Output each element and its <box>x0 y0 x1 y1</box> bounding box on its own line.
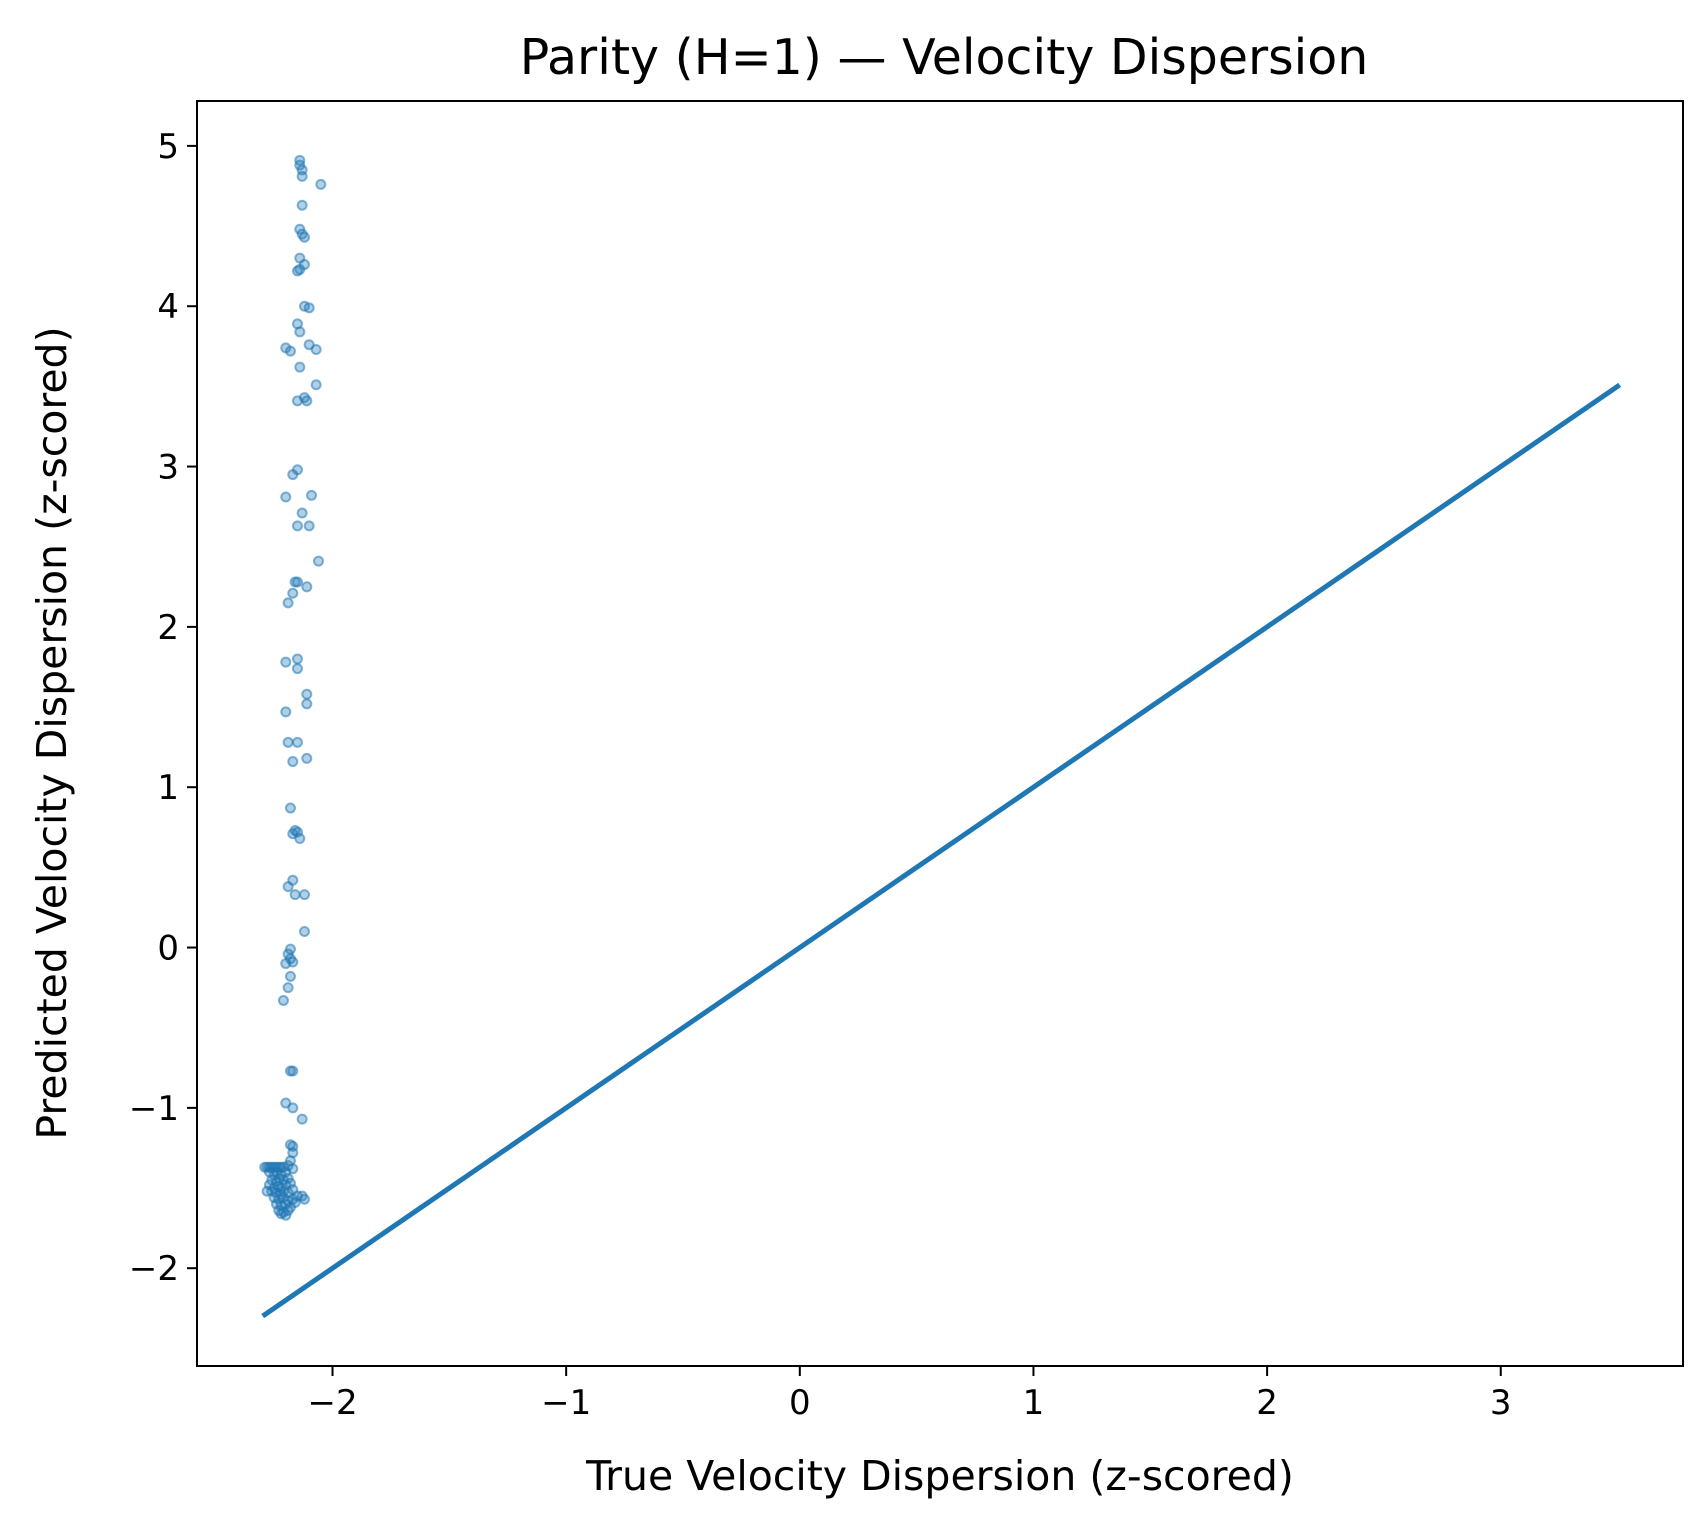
data-point <box>284 345 296 357</box>
data-point <box>298 889 310 901</box>
data-point <box>303 302 315 314</box>
data-point <box>284 802 296 814</box>
data-point <box>298 392 310 404</box>
data-point <box>287 956 299 968</box>
x-tick-label: −2 <box>307 1383 357 1423</box>
data-point <box>291 520 303 532</box>
data-point <box>280 706 292 718</box>
y-axis-label: Predicted Velocity Dispersion (z-scored) <box>28 326 76 1139</box>
data-point <box>294 326 306 338</box>
data-point <box>301 581 313 593</box>
data-point <box>298 926 310 938</box>
y-tick-label: −2 <box>129 1249 179 1289</box>
y-tick-label: 0 <box>157 929 179 969</box>
data-point <box>296 507 308 519</box>
identity-line <box>261 382 1622 1319</box>
data-point <box>303 520 315 532</box>
x-tick-label: 3 <box>1490 1383 1512 1423</box>
y-tick-label: −1 <box>129 1089 179 1129</box>
data-point <box>291 653 303 665</box>
data-point <box>296 199 308 211</box>
data-point <box>280 491 292 503</box>
x-axis-label: True Velocity Dispersion (z-scored) <box>585 1452 1294 1500</box>
data-point <box>282 597 294 609</box>
y-tick-label: 1 <box>157 768 179 808</box>
data-point <box>287 1065 299 1077</box>
y-tick-label: 2 <box>157 608 179 648</box>
data-point <box>277 994 289 1006</box>
data-point <box>291 663 303 675</box>
y-tick-label: 5 <box>157 127 179 167</box>
data-point <box>294 833 306 845</box>
data-point <box>289 889 301 901</box>
data-point <box>287 587 299 599</box>
data-point <box>287 469 299 481</box>
data-point <box>289 1196 301 1208</box>
data-point <box>301 688 313 700</box>
data-point <box>294 263 306 275</box>
y-tick-label: 4 <box>157 287 179 327</box>
y-tick-label: 3 <box>157 448 179 488</box>
data-point <box>301 752 313 764</box>
data-point <box>282 736 294 748</box>
data-point <box>298 1193 310 1205</box>
data-point <box>296 170 308 182</box>
x-tick-label: 2 <box>1256 1383 1278 1423</box>
data-point <box>291 576 303 588</box>
data-point <box>310 344 322 356</box>
scatter-points <box>259 154 327 1221</box>
data-point <box>287 756 299 768</box>
chart-title: Parity (H=1) — Velocity Dispersion <box>520 29 1369 86</box>
data-point <box>287 1102 299 1114</box>
x-tick-label: 0 <box>789 1383 811 1423</box>
x-tick-label: −1 <box>541 1383 591 1423</box>
data-point <box>315 178 327 190</box>
data-point <box>282 982 294 994</box>
data-point <box>296 1113 308 1125</box>
data-point <box>284 970 296 982</box>
data-point <box>305 489 317 501</box>
plot-frame <box>196 100 1684 1367</box>
data-point <box>291 736 303 748</box>
x-tick-label: 1 <box>1023 1383 1045 1423</box>
data-point <box>298 231 310 243</box>
data-point <box>275 1208 287 1220</box>
data-point <box>301 698 313 710</box>
y-axis: −2 −1 0 1 2 3 4 5 <box>129 127 197 1289</box>
data-point <box>310 379 322 391</box>
data-point <box>294 361 306 373</box>
data-point <box>282 881 294 893</box>
data-point <box>312 555 324 567</box>
x-axis: −2 −1 0 1 2 3 <box>307 1366 1512 1423</box>
data-point <box>280 656 292 668</box>
